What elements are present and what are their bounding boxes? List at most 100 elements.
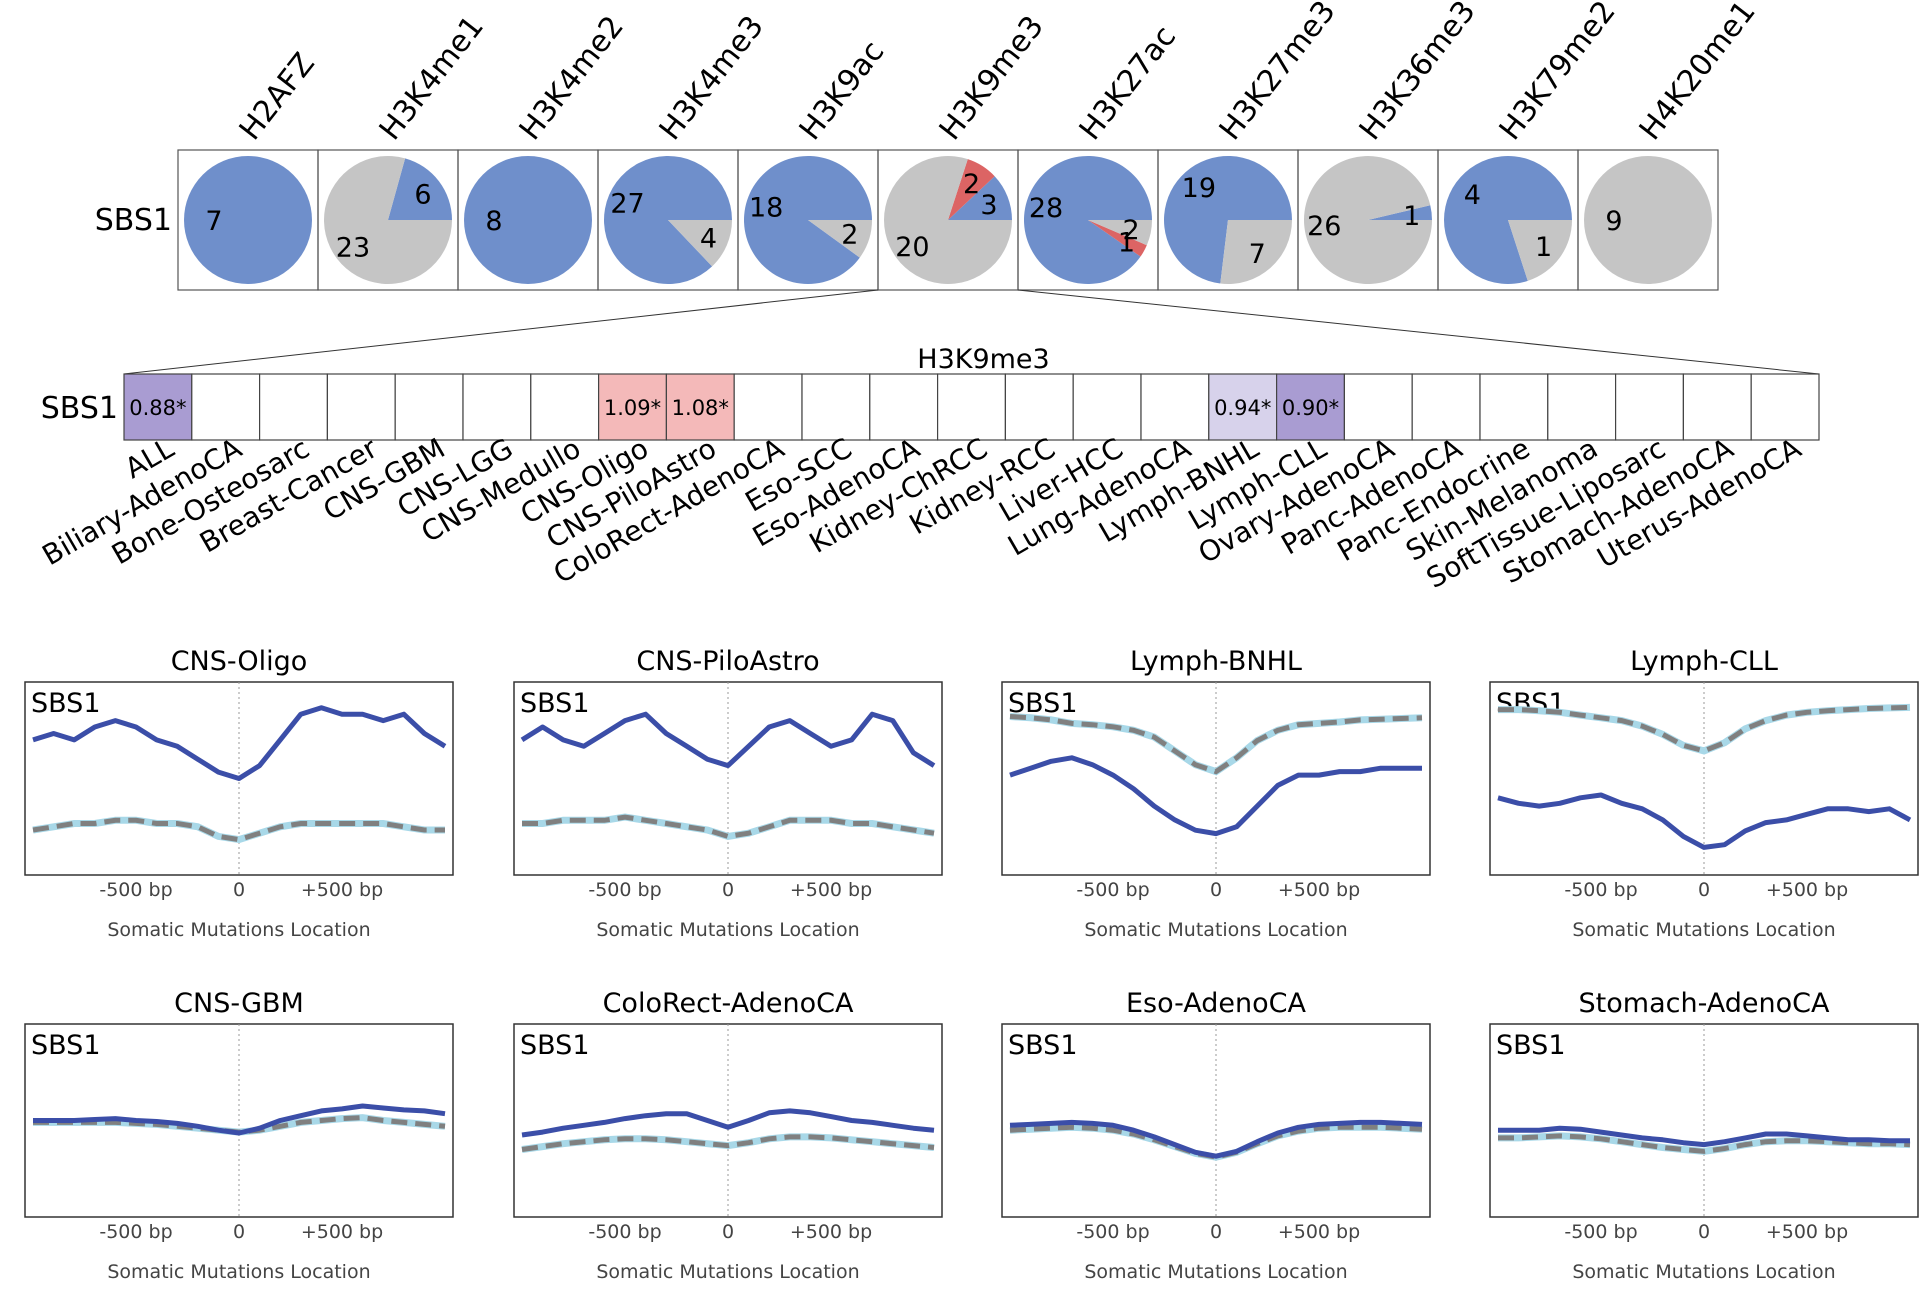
profile-panel-CNS-PiloAstro: CNS-PiloAstro SBS1 -500 bp 0 +500 bp Somatic …	[513, 646, 943, 941]
heatmap-cell-Uterus-AdenoCA	[1750, 373, 1820, 441]
heatmap-value-label: 1.08*	[672, 396, 729, 420]
simulated-line	[1009, 714, 1423, 775]
pie-value-label: 4	[700, 223, 717, 254]
x-tick-label: -500 bp	[1076, 1221, 1149, 1243]
pie-slice-no_change	[1304, 155, 1432, 284]
pie-value-label: 23	[336, 233, 370, 264]
x-axis-label: Somatic Mutations Location	[1084, 1261, 1347, 1283]
x-tick-label: -500 bp	[588, 879, 661, 901]
x-tick-label: +500 bp	[1278, 879, 1360, 901]
panel-title: CNS-Oligo	[171, 646, 308, 677]
panel-title: ColoRect-AdenoCA	[603, 988, 854, 1019]
histone-mark-label: H3K79me2	[1493, 0, 1623, 147]
heatmap-cell-Breast-Cancer	[326, 373, 396, 441]
heatmap-cell-Kidney-RCC	[1004, 373, 1074, 441]
panel-signature-label: SBS1	[520, 1030, 590, 1061]
pie-value-label: 1	[1535, 232, 1552, 263]
x-axis-label: Somatic Mutations Location	[1572, 919, 1835, 941]
x-tick-label: -500 bp	[1564, 1221, 1637, 1243]
panel-signature-label: SBS1	[1008, 1030, 1078, 1061]
x-tick-label: 0	[1698, 1221, 1710, 1243]
panel-title: Stomach-AdenoCA	[1579, 988, 1830, 1019]
heatmap-cell-Eso-SCC	[801, 373, 871, 441]
real-line	[32, 705, 447, 781]
histone-mark-label: H3K36me3	[1353, 0, 1483, 147]
pie-value-label: 2	[841, 220, 858, 251]
x-axis-label: Somatic Mutations Location	[596, 919, 859, 941]
x-tick-label: +500 bp	[1766, 879, 1848, 901]
pie-slice-no_change	[1508, 220, 1572, 281]
pie-value-label: 18	[749, 192, 783, 223]
x-tick-label: -500 bp	[1564, 879, 1637, 901]
profile-panel-ColoRect-AdenoCA: ColoRect-AdenoCA SBS1 -500 bp 0 +500 bp Somat…	[513, 988, 943, 1283]
simulated-line	[521, 1134, 935, 1152]
simulated-line	[1498, 1133, 1911, 1154]
pie-value-label: 20	[895, 232, 929, 263]
heatmap-value-label: 0.88*	[129, 396, 186, 420]
pie-slice-no_change	[884, 156, 1012, 284]
simulated-line	[1009, 1124, 1423, 1160]
x-axis-label: Somatic Mutations Location	[1084, 919, 1347, 941]
x-tick-label: 0	[233, 879, 245, 901]
real-line	[520, 711, 936, 769]
pie-value-label: 6	[414, 179, 431, 210]
pie-row-section: SBS1H2AFZ7H3K4me1623H3K4me28H3K4me3274H3…	[95, 0, 1763, 291]
histone-mark-label: H2AFZ	[233, 47, 322, 147]
pie-slice-no_change	[1088, 220, 1152, 246]
zoom-connector-lines	[123, 289, 1820, 375]
x-tick-label: +500 bp	[790, 1221, 872, 1243]
pie-slice-no_change	[1584, 156, 1712, 284]
pie-slice-increase	[388, 158, 452, 220]
pie-slice-increase	[744, 156, 872, 284]
panel-signature-label: SBS1	[1496, 1030, 1566, 1061]
pie-slice-increase	[1164, 155, 1292, 284]
pie-value-label: 9	[1605, 206, 1622, 237]
pie-slice-increase	[948, 176, 1012, 220]
real-line	[1009, 755, 1422, 837]
pie-slice-no_change	[808, 220, 872, 258]
histone-mark-label: H3K9me3	[933, 9, 1051, 147]
x-tick-label: -500 bp	[99, 879, 172, 901]
heatmap-cell-Kidney-ChRCC	[936, 373, 1006, 441]
heatmap-cell-Bone-Osteosarc	[259, 373, 329, 441]
histone-mark-label: H3K27me3	[1213, 0, 1343, 147]
x-tick-label: +500 bp	[790, 879, 872, 901]
pie-value-label: 19	[1182, 173, 1216, 204]
panel-signature-label: SBS1	[31, 688, 101, 719]
panel-signature-label: SBS1	[520, 688, 590, 719]
heatmap-cell-CNS-Medullo	[530, 373, 600, 441]
pie-slice-decrease	[948, 159, 995, 220]
zoom-line-left	[123, 289, 879, 375]
x-axis-label: Somatic Mutations Location	[107, 1261, 370, 1283]
simulated-line-halo	[1498, 703, 1911, 755]
heatmap-cell-Panc-Endocrine	[1479, 373, 1549, 441]
heatmap-cell-Lymph-BNHL	[1208, 373, 1278, 441]
pie-row-label: SBS1	[95, 203, 172, 238]
histone-mark-label: H3K4me2	[513, 9, 631, 147]
x-tick-label: 0	[722, 879, 734, 901]
panel-title: CNS-PiloAstro	[636, 646, 819, 677]
x-tick-label: 0	[1210, 879, 1222, 901]
panel-title: Eso-AdenoCA	[1126, 988, 1307, 1019]
heatmap-cell-Skin-Melanoma	[1547, 373, 1617, 441]
pie-value-label: 4	[1464, 180, 1481, 211]
profile-panel-Eso-AdenoCA: Eso-AdenoCA SBS1 -500 bp 0 +500 bp Somatic Mu…	[1001, 988, 1431, 1283]
heatmap-row-label: SBS1	[41, 391, 118, 426]
pie-value-label: 28	[1029, 193, 1063, 224]
pie-slice-decrease	[1088, 220, 1147, 257]
real-line	[33, 1103, 446, 1136]
heatmap-cell-ALL	[123, 373, 193, 441]
pie-value-label: 1	[1403, 201, 1420, 232]
pie-slice-no_change	[324, 155, 452, 284]
heatmap-cell-CNS-PiloAstro	[665, 373, 735, 441]
x-tick-label: -500 bp	[99, 1221, 172, 1243]
histone-mark-label: H3K27ac	[1073, 19, 1183, 146]
heatmap-cell-Biliary-AdenoCA	[191, 373, 261, 441]
panel-title: CNS-GBM	[174, 988, 304, 1019]
real-line	[1498, 1125, 1910, 1148]
simulated-line	[32, 817, 445, 843]
panel-title: Lymph-CLL	[1630, 646, 1778, 677]
